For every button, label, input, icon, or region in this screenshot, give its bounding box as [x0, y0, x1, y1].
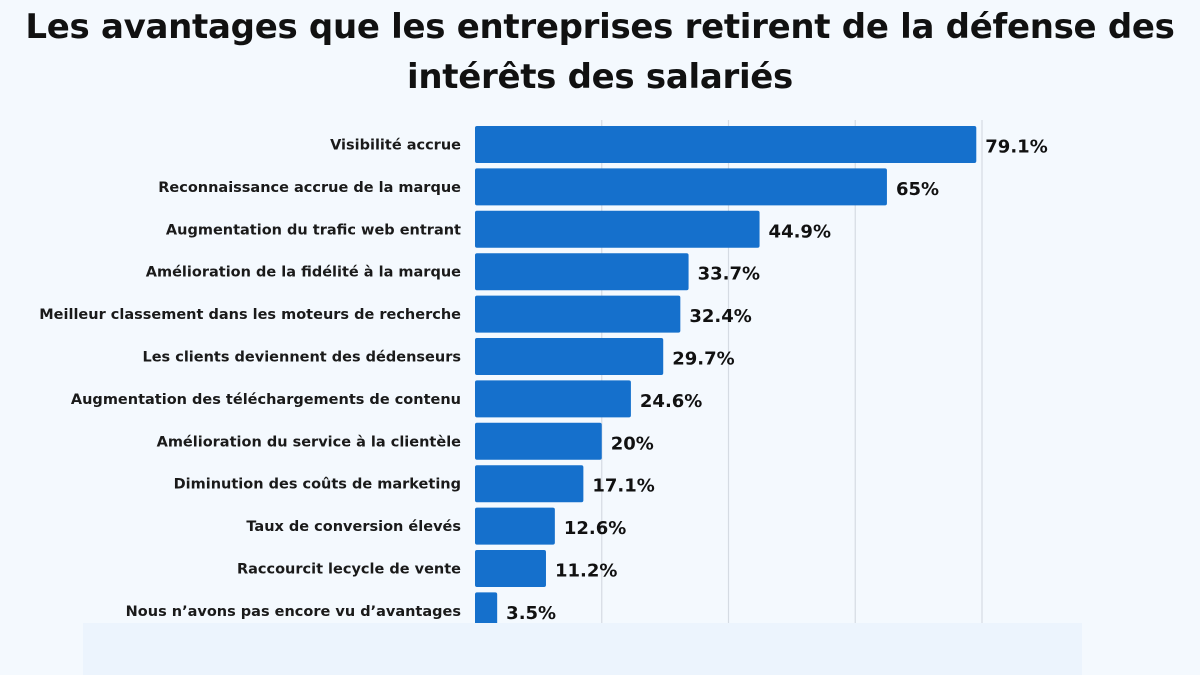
- bar: [475, 210, 760, 248]
- bar: [475, 253, 689, 291]
- category-label: Amélioration de la fidélité à la marque: [146, 265, 461, 281]
- bar: [475, 465, 584, 503]
- value-label: 12.6%: [564, 518, 626, 539]
- bar: [475, 592, 498, 630]
- category-label: Visibilité accrue: [330, 138, 461, 154]
- category-label: Reconnaissance accrue de la marque: [158, 180, 461, 196]
- category-label: Diminution des coûts de marketing: [174, 477, 461, 493]
- chart-title: Les avantages que les entreprises retire…: [25, 7, 1175, 97]
- category-label: Augmentation des téléchargements de cont…: [71, 392, 461, 408]
- category-label: Taux de conversion élevés: [246, 519, 461, 535]
- value-label: 3.5%: [506, 603, 556, 624]
- bar: [475, 126, 977, 163]
- value-label: 44.9%: [769, 221, 831, 242]
- value-label: 29.7%: [672, 349, 734, 370]
- value-label: 65%: [896, 179, 939, 200]
- value-label: 33.7%: [698, 264, 760, 285]
- category-label: Raccourcit lecycle de vente: [237, 562, 461, 578]
- category-label: Meilleur classement dans les moteurs de …: [39, 307, 461, 323]
- bar: [475, 295, 681, 333]
- value-label: 24.6%: [640, 391, 702, 412]
- value-label: 32.4%: [689, 306, 751, 327]
- bar: [475, 168, 887, 206]
- category-label: Amélioration du service à la clientèle: [157, 434, 462, 450]
- value-label: 79.1%: [985, 137, 1047, 158]
- value-label: 17.1%: [592, 476, 654, 497]
- category-label: Nous n’avons pas encore vu d’avantages: [126, 604, 461, 620]
- bar: [475, 380, 631, 418]
- bar: [475, 507, 555, 545]
- category-label: Les clients deviennent des dédenseurs: [142, 350, 461, 366]
- bar: [475, 338, 664, 375]
- value-label: 11.2%: [555, 561, 617, 582]
- value-label: 20%: [611, 433, 654, 454]
- bar: [475, 550, 546, 587]
- bar: [475, 422, 602, 460]
- category-label: Augmentation du trafic web entrant: [166, 222, 461, 238]
- footer-panel: [83, 623, 1082, 675]
